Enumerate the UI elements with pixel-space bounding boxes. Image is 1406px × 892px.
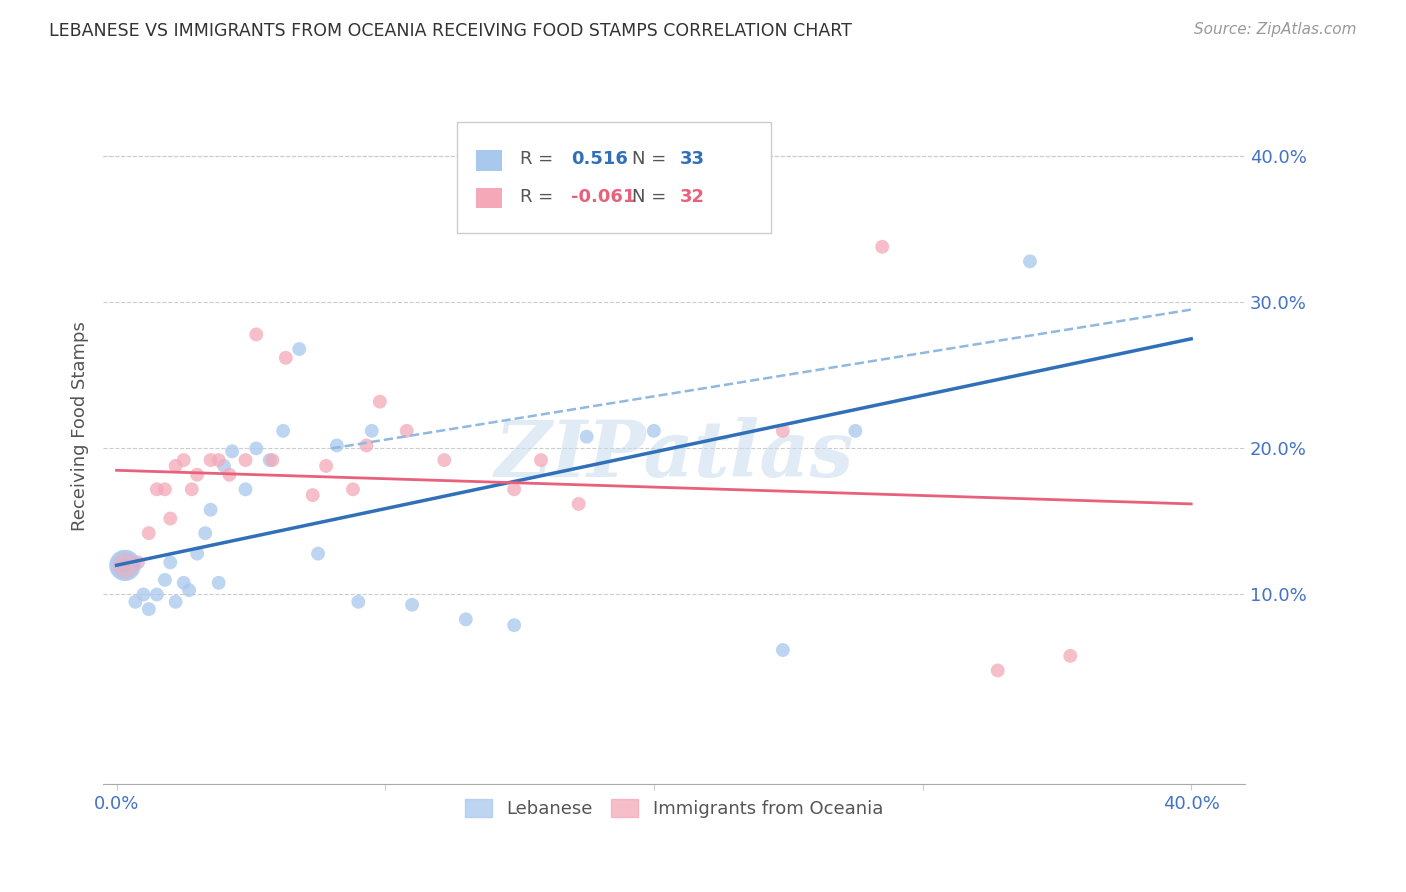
Text: Source: ZipAtlas.com: Source: ZipAtlas.com [1194, 22, 1357, 37]
Legend: Lebanese, Immigrants from Oceania: Lebanese, Immigrants from Oceania [458, 792, 890, 825]
Point [173, 453, 195, 467]
Point [159, 511, 181, 525]
Point [360, 424, 382, 438]
Point [1019, 254, 1042, 268]
Point [401, 598, 423, 612]
Point [433, 453, 456, 467]
Point [530, 453, 553, 467]
Text: LEBANESE VS IMMIGRANTS FROM OCEANIA RECEIVING FOOD STAMPS CORRELATION CHART: LEBANESE VS IMMIGRANTS FROM OCEANIA RECE… [49, 22, 852, 40]
Point [208, 575, 231, 590]
Point [200, 502, 222, 516]
Point [503, 483, 526, 497]
Text: -0.061: -0.061 [571, 187, 636, 206]
Point [194, 526, 217, 541]
Text: 0.516: 0.516 [571, 151, 628, 169]
Point [165, 595, 187, 609]
Point [138, 602, 160, 616]
Text: N =: N = [631, 187, 666, 206]
Point [186, 547, 208, 561]
Point [870, 240, 893, 254]
Point [503, 618, 526, 632]
Point [262, 453, 284, 467]
Point [124, 595, 146, 609]
Point [395, 424, 418, 438]
Point [772, 424, 794, 438]
Point [274, 351, 297, 365]
Point [245, 442, 267, 456]
FancyBboxPatch shape [477, 187, 502, 208]
Point [132, 587, 155, 601]
Point [1059, 648, 1081, 663]
Point [159, 555, 181, 569]
Point [180, 483, 202, 497]
Point [259, 453, 281, 467]
Point [212, 458, 235, 473]
Text: 33: 33 [679, 151, 704, 169]
Point [146, 587, 169, 601]
Point [173, 575, 195, 590]
Point [326, 438, 349, 452]
Point [347, 595, 370, 609]
Y-axis label: Receiving Food Stamps: Receiving Food Stamps [72, 321, 89, 532]
Point [315, 458, 337, 473]
Point [368, 394, 391, 409]
Point [772, 643, 794, 657]
Point [165, 458, 187, 473]
Point [575, 430, 598, 444]
Point [454, 612, 477, 626]
Point [114, 558, 136, 573]
Text: N =: N = [631, 151, 666, 169]
Point [342, 483, 364, 497]
Point [218, 467, 240, 482]
FancyBboxPatch shape [457, 122, 770, 233]
Text: 32: 32 [679, 187, 704, 206]
Point [235, 483, 257, 497]
Point [186, 467, 208, 482]
Point [643, 424, 665, 438]
Point [271, 424, 294, 438]
Point [114, 558, 136, 573]
Point [307, 547, 329, 561]
Point [288, 342, 311, 356]
Point [114, 558, 136, 573]
Text: R =: R = [520, 187, 553, 206]
Text: R =: R = [520, 151, 553, 169]
Point [127, 555, 149, 569]
Point [153, 483, 176, 497]
Point [301, 488, 323, 502]
Point [200, 453, 222, 467]
FancyBboxPatch shape [477, 151, 502, 171]
Point [146, 483, 169, 497]
Point [235, 453, 257, 467]
Point [987, 664, 1010, 678]
Point [114, 558, 136, 573]
Point [177, 583, 200, 598]
Point [138, 526, 160, 541]
Point [844, 424, 866, 438]
Point [356, 438, 378, 452]
Point [643, 190, 665, 204]
Point [208, 453, 231, 467]
Point [568, 497, 591, 511]
Point [245, 327, 267, 342]
Text: ZIPatlas: ZIPatlas [495, 417, 853, 493]
Point [153, 573, 176, 587]
Point [221, 444, 243, 458]
